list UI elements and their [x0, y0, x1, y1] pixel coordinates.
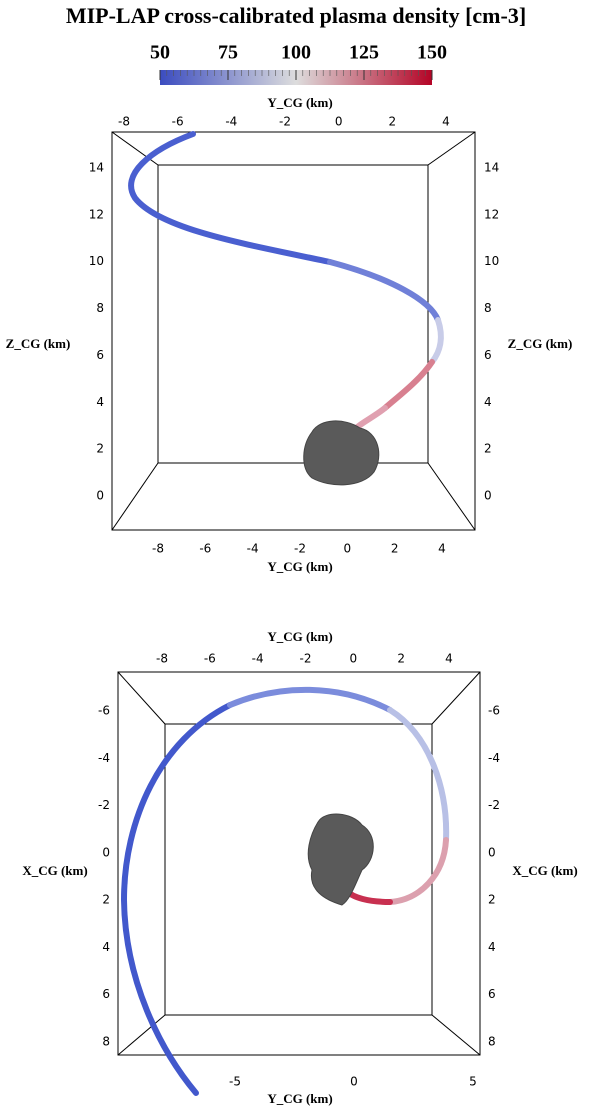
tick-label: 14 — [89, 161, 104, 175]
axis-label: Y_CG (km) — [267, 559, 332, 574]
comet — [303, 420, 380, 486]
tick-label: 2 — [391, 542, 399, 556]
tick-label: 4 — [488, 940, 496, 954]
axis-label: Z_CG (km) — [6, 336, 71, 351]
tick-label: 0 — [102, 845, 110, 859]
tick-label: 14 — [484, 161, 499, 175]
tick-label: 4 — [442, 115, 450, 129]
tick-label: -2 — [279, 115, 291, 129]
tick-label: 4 — [484, 395, 492, 409]
tick-label: 8 — [484, 301, 492, 315]
tick-label: 6 — [488, 987, 496, 1001]
tick-label: -8 — [152, 542, 164, 556]
tick-label: 6 — [102, 987, 110, 1001]
axis-label: Z_CG (km) — [508, 336, 573, 351]
tick-label: 4 — [96, 395, 104, 409]
tick-label: 5 — [469, 1075, 477, 1089]
axis-label: X_CG (km) — [512, 863, 577, 878]
colorbar-tick-label: 75 — [218, 42, 238, 64]
title: MIP-LAP cross-calibrated plasma density … — [66, 3, 526, 28]
axis-label: Y_CG (km) — [267, 629, 332, 644]
tick-label: 10 — [89, 254, 104, 268]
tick-label: 4 — [445, 652, 453, 666]
tick-label: -6 — [488, 704, 500, 718]
tick-label: -6 — [199, 542, 211, 556]
panel-2-trajectory — [120, 686, 450, 1096]
tick-label: -4 — [98, 751, 110, 765]
tick-label: 0 — [488, 845, 496, 859]
tick-label: 4 — [102, 940, 110, 954]
tick-label: -5 — [229, 1075, 241, 1089]
tick-label: 6 — [96, 348, 104, 362]
tick-label: 2 — [488, 893, 496, 907]
tick-label: 0 — [484, 489, 492, 503]
panel-2-frame — [117, 671, 481, 1056]
tick-label: 8 — [96, 301, 104, 315]
tick-label: 10 — [484, 254, 499, 268]
tick-label: 0 — [350, 652, 358, 666]
tick-label: 4 — [438, 542, 446, 556]
tick-label: 0 — [350, 1075, 358, 1089]
axis-label: X_CG (km) — [22, 863, 87, 878]
tick-label: -8 — [156, 652, 168, 666]
tick-label: 2 — [397, 652, 405, 666]
tick-label: -6 — [204, 652, 216, 666]
panel-1-frame — [111, 131, 476, 531]
tick-label: 0 — [96, 489, 104, 503]
tick-label: -4 — [488, 751, 500, 765]
tick-label: -4 — [252, 652, 264, 666]
colorbar-tick-label: 50 — [150, 42, 170, 64]
tick-label: 2 — [389, 115, 397, 129]
colorbar-tick-label: 100 — [281, 42, 311, 64]
tick-label: -4 — [225, 115, 237, 129]
tick-label: 8 — [102, 1035, 110, 1049]
colorbar-tick-label: 150 — [417, 42, 447, 64]
colorbar-tick-label: 125 — [349, 42, 379, 64]
tick-label: -6 — [98, 704, 110, 718]
tick-label: -2 — [98, 798, 110, 812]
tick-label: 2 — [96, 442, 104, 456]
panel-1-trajectory — [128, 131, 444, 439]
tick-label: -2 — [488, 798, 500, 812]
tick-label: 0 — [335, 115, 343, 129]
comet — [307, 813, 374, 906]
axis-label: Y_CG (km) — [267, 95, 332, 110]
tick-label: 6 — [484, 348, 492, 362]
tick-label: 0 — [344, 542, 352, 556]
tick-label: 2 — [484, 442, 492, 456]
tick-label: -2 — [300, 652, 312, 666]
tick-label: -8 — [118, 115, 130, 129]
axis-label: Y_CG (km) — [267, 1091, 332, 1106]
tick-label: 8 — [488, 1035, 496, 1049]
tick-label: 2 — [102, 893, 110, 907]
tick-label: -2 — [294, 542, 306, 556]
tick-label: -6 — [172, 115, 184, 129]
tick-label: 12 — [89, 207, 104, 221]
tick-label: 12 — [484, 207, 499, 221]
tick-label: -4 — [247, 542, 259, 556]
